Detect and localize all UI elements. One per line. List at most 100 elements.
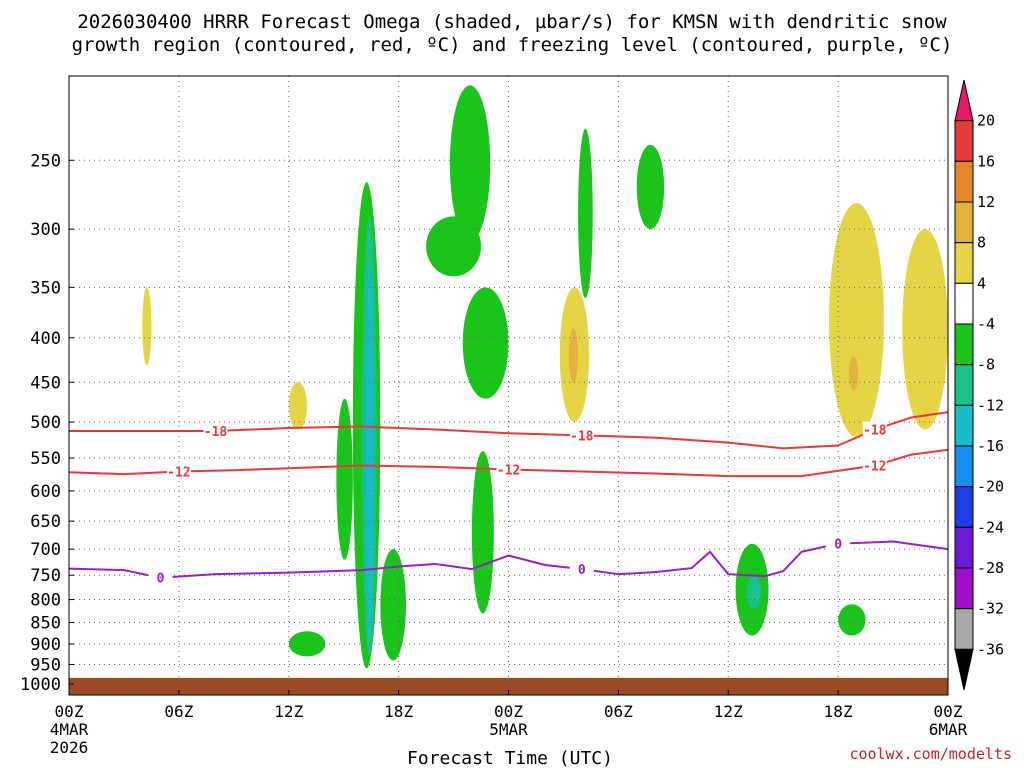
contour-label-bg-2-1 (569, 561, 594, 577)
omega-area-21 (142, 287, 152, 366)
x-tick-year-0: 2026 (50, 738, 89, 757)
omega-area-16 (568, 328, 579, 383)
y-tick-label-600: 600 (30, 482, 61, 502)
y-tick-label-550: 550 (30, 449, 61, 469)
contour-label-2-0: 0 (157, 572, 165, 587)
omega-area-11 (746, 575, 762, 609)
contour-label-1-0: -12 (167, 466, 190, 481)
colorbar-box-12 (954, 567, 974, 610)
y-tick-label-250: 250 (30, 151, 61, 171)
contour-label-bg-1-0 (166, 463, 191, 479)
colorbar-box-6 (954, 323, 974, 366)
x-tick-label-24: 00Z (494, 702, 523, 721)
x-axis-label: Forecast Time (UTC) (407, 748, 613, 768)
omega-area-18 (902, 229, 948, 430)
colorbar-box-1 (954, 120, 974, 162)
chart-title-line-1: 2026030400 HRRR Forecast Omega (shaded, … (77, 11, 947, 33)
omega-area-2 (365, 265, 373, 645)
colorbar-label-11: -28 (977, 559, 1004, 577)
y-tick-label-750: 750 (30, 566, 61, 586)
contour-label-bg-1-2 (862, 457, 887, 473)
x-tick-date-48: 6MAR (929, 720, 968, 739)
contour-label-1-2: -12 (863, 460, 886, 475)
chart-title-line-2: growth region (contoured, red, ºC) and f… (71, 34, 953, 56)
x-tick-label-48: 00Z (934, 702, 963, 721)
colorbar-label-6: -8 (977, 356, 995, 374)
omega-area-12 (336, 398, 353, 560)
colorbar-box-13 (954, 608, 974, 650)
contour-layer: -18 -18 -18 -12 -12 -12 0 0 0 (68, 411, 949, 587)
y-tick-label-850: 850 (30, 613, 61, 633)
contour-label-bg-2-2 (826, 535, 851, 551)
omega-area-5 (449, 85, 491, 242)
contour-label-bg-1-1 (496, 461, 521, 477)
contour-label-1-1: -12 (497, 464, 520, 479)
contour-label-2-2: 0 (834, 538, 842, 553)
contour-line-0 (69, 411, 949, 450)
colorbar-label-12: -32 (977, 600, 1004, 618)
colorbar-label-3: 8 (977, 234, 986, 252)
y-tick-label-350: 350 (30, 278, 61, 298)
y-tick-label-650: 650 (30, 512, 61, 532)
omega-area-9 (636, 144, 665, 230)
x-tick-date-0: 4MAR (50, 720, 89, 739)
colorbar-label-0: 20 (977, 112, 995, 130)
x-tick-label-0: 00Z (55, 702, 84, 721)
colorbar-box-4 (954, 242, 974, 284)
x-tick-label-6: 06Z (164, 702, 193, 721)
grid-layer (69, 76, 948, 695)
colorbar-box-10 (954, 486, 974, 528)
colorbar-box-2 (954, 160, 974, 203)
x-tick-label-36: 12Z (714, 702, 743, 721)
x-tick-label-18: 18Z (384, 702, 413, 721)
colorbar-label-10: -24 (977, 518, 1004, 536)
x-tick-label-42: 18Z (824, 702, 853, 721)
contour-label-bg-0-1 (569, 427, 594, 443)
colorbar-label-4: 4 (977, 274, 986, 292)
contour-label-bg-0-2 (862, 421, 887, 437)
axes-layer: 2503003504004505005506006507007508008509… (20, 75, 968, 757)
y-tick-label-400: 400 (30, 329, 61, 349)
y-tick-label-300: 300 (30, 220, 61, 240)
colorbar-box-5 (954, 282, 974, 325)
omega-area-6 (462, 287, 509, 399)
contour-label-0-0: -18 (204, 425, 228, 440)
colorbar-label-8: -16 (977, 437, 1004, 455)
colorbar-box-7 (954, 364, 974, 406)
colorbar-label-1: 16 (977, 152, 995, 170)
contour-label-0-1: -18 (570, 429, 594, 444)
colorbar-box-11 (954, 526, 974, 569)
plot-frame (68, 75, 949, 696)
y-tick-label-800: 800 (30, 591, 61, 611)
colorbar-label-7: -12 (977, 396, 1004, 414)
x-tick-label-30: 06Z (604, 702, 633, 721)
x-tick-date-24: 5MAR (489, 720, 528, 739)
omega-area-17 (828, 203, 884, 437)
colorbar-label-5: -4 (977, 315, 995, 333)
omega-area-3 (380, 549, 406, 661)
omega-area-20 (288, 382, 308, 430)
omega-area-13 (288, 631, 326, 657)
contour-label-bg-0-0 (203, 423, 228, 439)
omega-area-19 (849, 356, 859, 391)
colorbar: 20 16 12 8 4 -4 -8 -12 -16 -20 -24 -28 -32 -36 (954, 79, 1004, 691)
colorbar-box-9 (954, 445, 974, 488)
colorbar-label-9: -20 (977, 478, 1004, 496)
credit-link[interactable]: coolwx.com/modelts (849, 745, 1012, 763)
colorbar-top-arrow (954, 79, 974, 122)
omega-shading-layer (142, 85, 948, 669)
y-tick-label-500: 500 (30, 413, 61, 433)
x-tick-label-12: 12Z (274, 702, 303, 721)
colorbar-bottom-arrow (954, 648, 974, 691)
colorbar-label-2: 12 (977, 193, 995, 211)
colorbar-box-8 (954, 404, 974, 447)
omega-area-7 (471, 451, 494, 614)
y-tick-label-450: 450 (30, 373, 61, 393)
y-tick-label-950: 950 (30, 655, 61, 675)
contour-label-2-1: 0 (578, 563, 586, 578)
colorbar-box-3 (954, 201, 974, 244)
colorbar-label-13: -36 (977, 640, 1004, 658)
y-tick-label-900: 900 (30, 635, 61, 655)
contour-label-0-2: -18 (863, 424, 887, 439)
